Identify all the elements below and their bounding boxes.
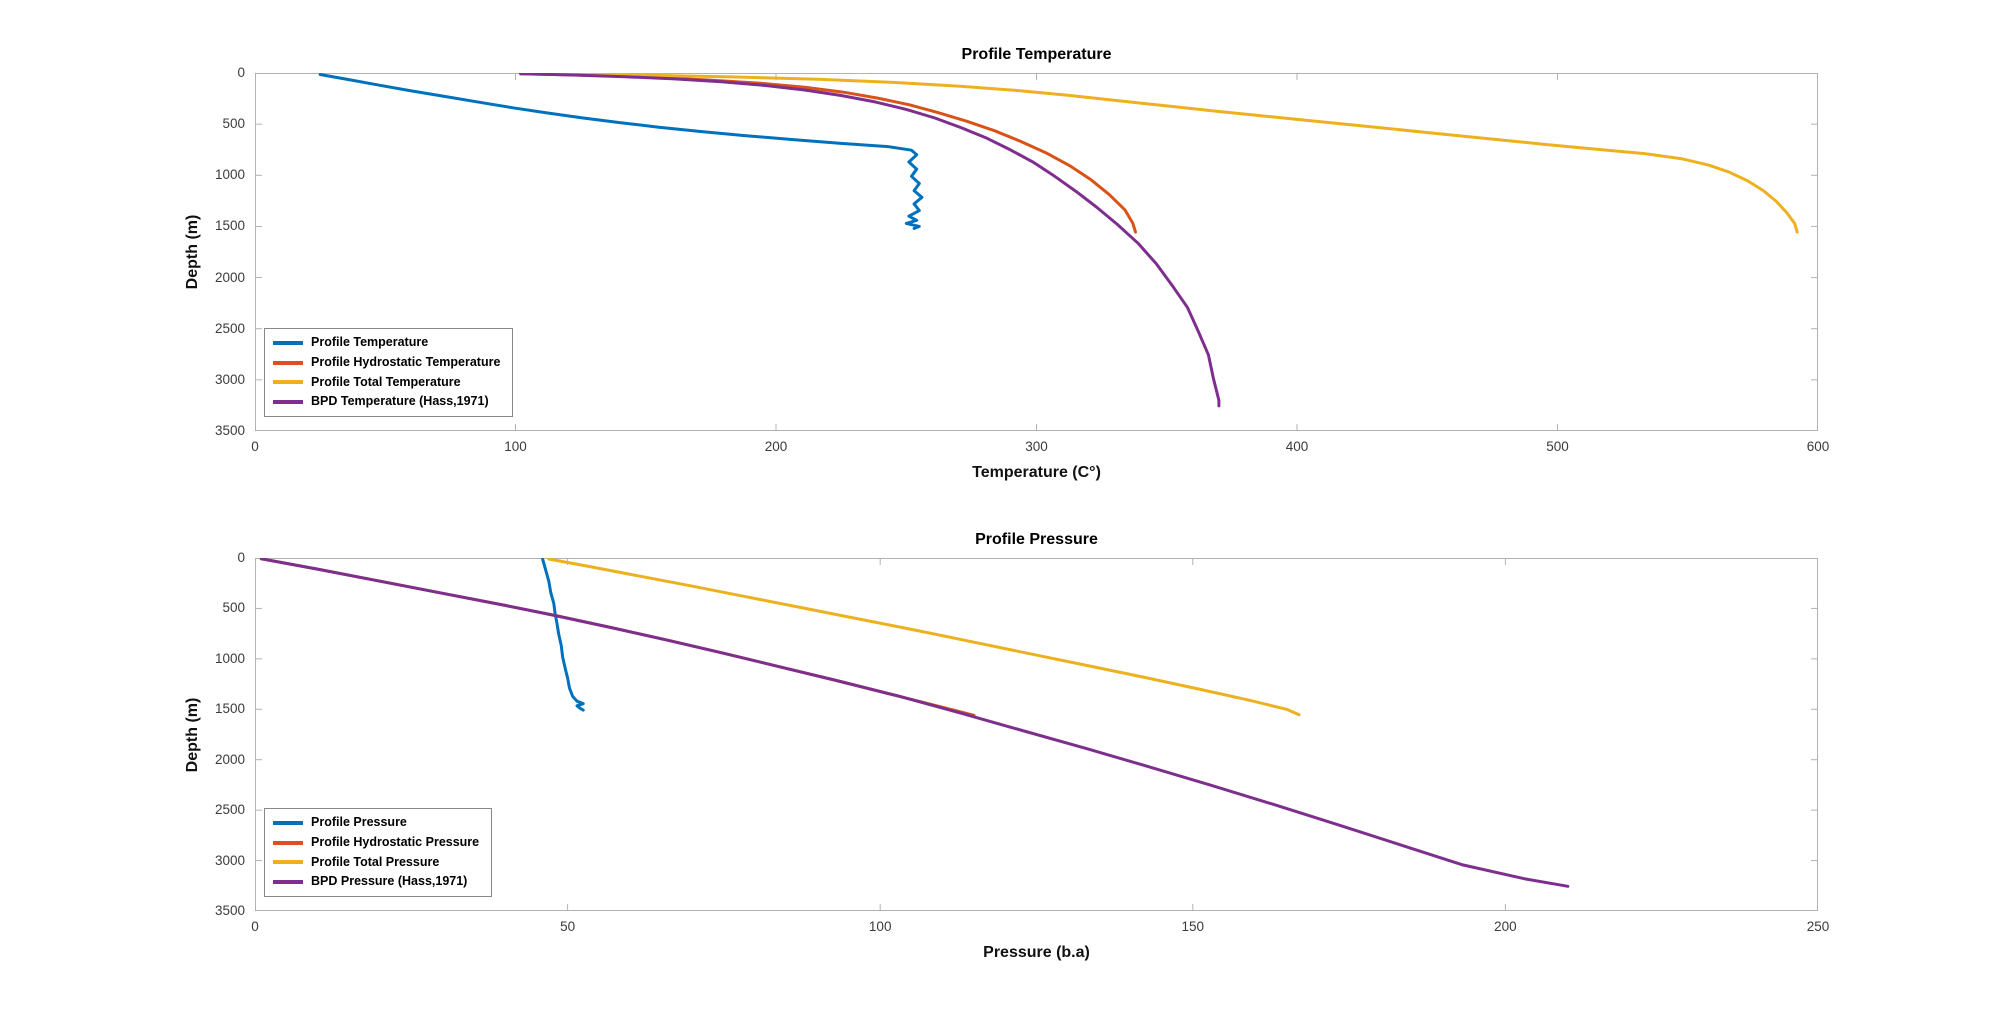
y-tick-label: 2000 [214,751,245,767]
x-tick-label: 200 [764,439,788,454]
legend-line-sample [273,840,303,845]
y-tick-label: 1000 [214,650,245,666]
y-tick-label: 0 [237,550,245,565]
series-line [519,73,1221,408]
y-tick-label: 2500 [214,802,245,818]
pressure-chart: Profile Pressure Depth (m) Pressure (b.a… [0,508,2000,1016]
x-tick-label: 100 [868,919,892,934]
legend-item: Profile Total Pressure [273,854,479,870]
plot-canvas [255,558,1818,911]
legend-line-sample [273,380,303,385]
temperature-x-axis-label: Temperature (C°) [972,464,1101,481]
temperature-legend: Profile Temperature Profile Hydrostatic T… [264,328,514,417]
x-tick-label: 200 [1494,919,1517,934]
x-tick-label: 50 [560,919,576,934]
y-tick-label: 3000 [214,852,245,868]
y-tick-label: 500 [222,116,245,132]
legend-line-sample [273,360,303,365]
series-line [519,73,1137,234]
y-tick-label: 3000 [214,371,245,387]
temperature-chart: Profile Temperature Depth (m) Temperatur… [184,46,1830,481]
axes-box [255,558,1818,911]
y-tick-label: 2000 [214,269,245,285]
pressure-x-axis-label: Pressure (b.a) [983,944,1090,961]
series-line [259,558,1570,888]
legend-label: Profile Total Pressure [311,854,440,869]
x-tick-label: 0 [251,439,259,454]
legend-item: BPD Temperature (Hass,1971) [273,394,500,409]
legend-item: Profile Pressure [273,815,479,830]
y-tick-label: 2500 [214,320,245,336]
y-tick-label: 500 [222,600,245,616]
y-tick-label: 1500 [214,218,245,234]
y-tick-label: 1000 [214,167,245,183]
x-tick-label: 150 [1181,919,1205,934]
legend-label: Profile Hydrostatic Temperature [311,354,501,369]
x-tick-label: 600 [1806,439,1830,454]
legend-item: BPD Pressure (Hass,1971) [273,874,479,889]
x-tick-label: 100 [504,439,527,454]
legend-label: BPD Temperature (Hass,1971) [311,394,489,409]
legend-label: Profile Total Temperature [311,374,461,389]
y-tick-label: 3500 [214,423,245,438]
series-line [547,558,1301,717]
legend-label: Profile Pressure [311,815,407,829]
legend-item: Profile Temperature [273,335,500,350]
legend-line-sample [273,880,303,885]
legend-item: Profile Hydrostatic Pressure [273,834,480,850]
legend-label: Profile Temperature [311,335,429,349]
x-tick-label: 250 [1806,919,1830,934]
pressure-legend: Profile Pressure Profile Hydrostatic Pres… [264,808,493,897]
series-line [534,73,1799,234]
series-line [318,73,924,230]
y-tick-label: 0 [237,65,245,80]
legend-item: Profile Hydrostatic Temperature [273,354,501,370]
legend-item: Profile Total Temperature [273,374,500,390]
temperature-plot-area [255,73,1818,431]
legend-line-sample [273,860,303,865]
legend-label: BPD Pressure (Hass,1971) [311,874,468,889]
plot-canvas [255,73,1818,431]
y-tick-label: 3500 [214,903,245,918]
x-tick-label: 400 [1285,439,1309,454]
temperature-chart-title: Profile Temperature [961,46,1112,63]
legend-line-sample [273,820,303,825]
legend-line-sample [273,400,303,405]
x-tick-label: 0 [251,919,259,934]
legend-label: Profile Hydrostatic Pressure [311,834,480,849]
x-tick-label: 500 [1546,439,1569,454]
series-line [541,558,585,712]
pressure-chart-title: Profile Pressure [975,531,1098,548]
y-tick-label: 1500 [214,701,245,717]
series-line [259,558,976,717]
legend-line-sample [273,340,303,345]
x-tick-label: 300 [1025,439,1048,454]
pressure-plot-area [255,558,1818,911]
